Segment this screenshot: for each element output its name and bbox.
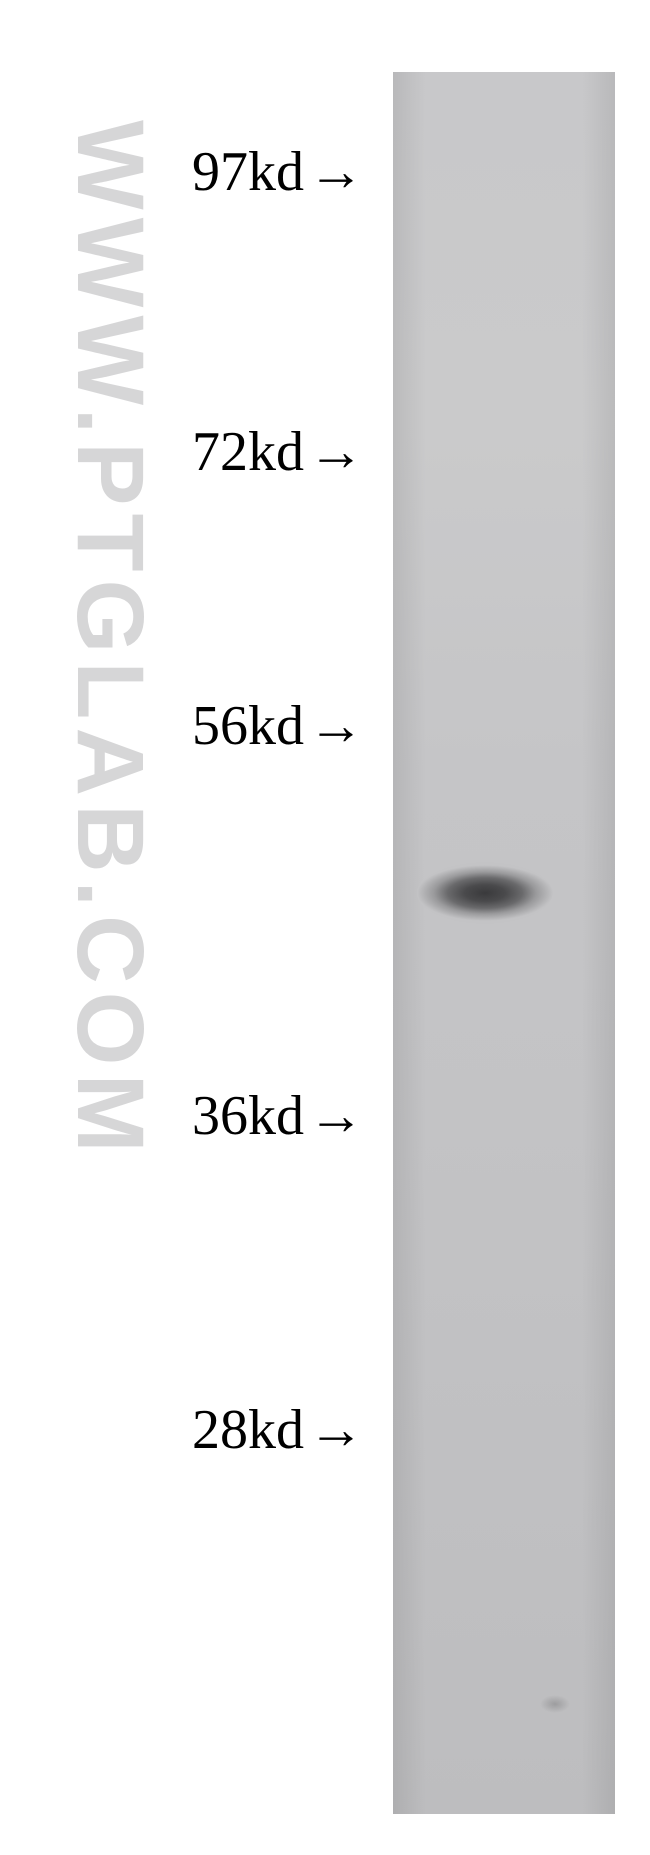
- marker-label-text: 28kd: [192, 1398, 304, 1462]
- marker-97kd: 97kd →: [74, 140, 364, 204]
- marker-36kd: 36kd →: [74, 1084, 364, 1148]
- marker-label-text: 36kd: [192, 1084, 304, 1148]
- lane-edge-shadow: [393, 72, 615, 1814]
- western-blot-figure: WWW.PTGLAB.COM 97kd → 72kd → 56kd → 36kd…: [0, 0, 650, 1855]
- arrow-icon: →: [308, 1084, 364, 1148]
- blot-lane: [393, 72, 615, 1814]
- watermark-text: WWW.PTGLAB.COM: [55, 120, 164, 1161]
- protein-band: [417, 862, 553, 924]
- marker-56kd: 56kd →: [74, 694, 364, 758]
- arrow-icon: →: [308, 140, 364, 204]
- marker-label-text: 97kd: [192, 140, 304, 204]
- arrow-icon: →: [308, 1398, 364, 1462]
- lane-artifact: [540, 1695, 570, 1713]
- marker-label-text: 56kd: [192, 694, 304, 758]
- marker-28kd: 28kd →: [74, 1398, 364, 1462]
- arrow-icon: →: [308, 694, 364, 758]
- arrow-icon: →: [308, 420, 364, 484]
- marker-72kd: 72kd →: [74, 420, 364, 484]
- marker-label-text: 72kd: [192, 420, 304, 484]
